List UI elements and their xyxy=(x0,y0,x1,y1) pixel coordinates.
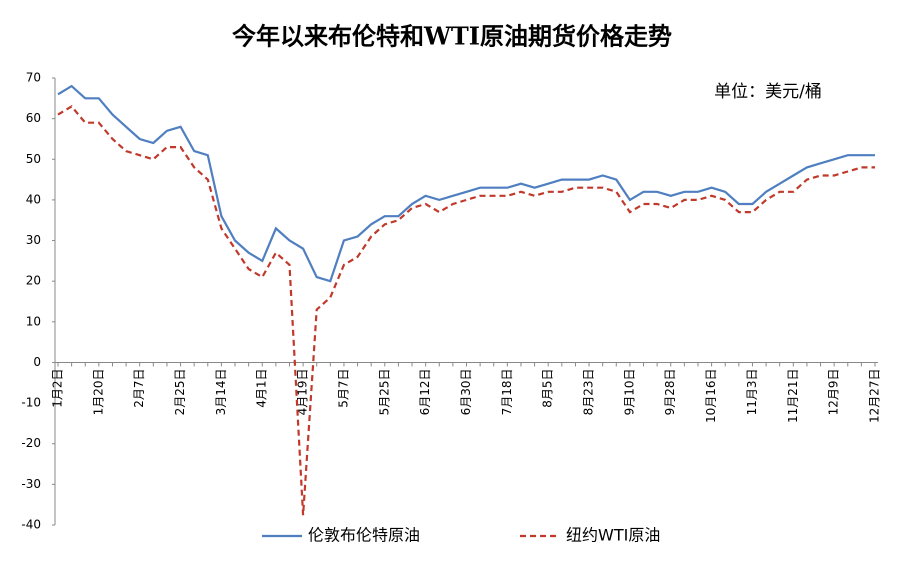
y-tick-label: -10 xyxy=(21,396,41,410)
y-tick-label: 10 xyxy=(26,314,41,328)
x-tick-label: 3月14日 xyxy=(214,368,228,415)
x-tick-label: 4月1日 xyxy=(255,368,269,407)
x-tick-label: 9月10日 xyxy=(622,368,636,415)
x-tick-label: 5月25日 xyxy=(377,368,391,415)
x-tick-label: 8月23日 xyxy=(582,368,596,415)
x-tick-label: 2月25日 xyxy=(173,368,187,415)
y-tick-label: -30 xyxy=(21,477,41,491)
x-tick-label: 11月3日 xyxy=(745,368,759,415)
x-tick-label: 9月28日 xyxy=(663,368,677,415)
x-tick-label: 5月7日 xyxy=(336,368,350,407)
y-tick-label: -40 xyxy=(21,518,41,532)
x-tick-label: 6月30日 xyxy=(459,368,473,415)
y-tick-label: 60 xyxy=(26,111,41,125)
x-tick-label: 8月5日 xyxy=(541,368,555,407)
legend-label: 纽约WTI原油 xyxy=(566,526,660,545)
x-tick-label: 10月16日 xyxy=(704,368,718,423)
x-tick-label: 1月2日 xyxy=(51,368,65,407)
y-tick-label: 30 xyxy=(26,233,41,247)
chart-title: 今年以来布伦特和WTI原油期货价格走势 xyxy=(232,22,672,51)
unit-note: 单位：美元/桶 xyxy=(714,82,822,102)
series-line xyxy=(57,104,875,516)
x-tick-label: 1月20日 xyxy=(91,368,105,415)
y-tick-label: 40 xyxy=(26,192,41,206)
y-tick-label: 50 xyxy=(26,152,41,166)
x-tick-label: 4月19日 xyxy=(296,368,310,415)
legend-label: 伦敦布伦特原油 xyxy=(308,526,420,545)
x-tick-label: 2月7日 xyxy=(132,368,146,407)
y-tick-label: -20 xyxy=(21,436,41,450)
x-tick-label: 12月9日 xyxy=(827,368,841,415)
x-tick-label: 7月18日 xyxy=(500,368,514,415)
y-tick-label: 20 xyxy=(26,274,41,288)
x-tick-label: 12月27日 xyxy=(868,368,882,423)
y-tick-label: 70 xyxy=(26,71,41,85)
x-tick-label: 11月21日 xyxy=(786,368,800,423)
x-tick-label: 6月12日 xyxy=(418,368,432,415)
y-tick-label: 0 xyxy=(33,355,41,369)
series-line xyxy=(57,84,875,283)
